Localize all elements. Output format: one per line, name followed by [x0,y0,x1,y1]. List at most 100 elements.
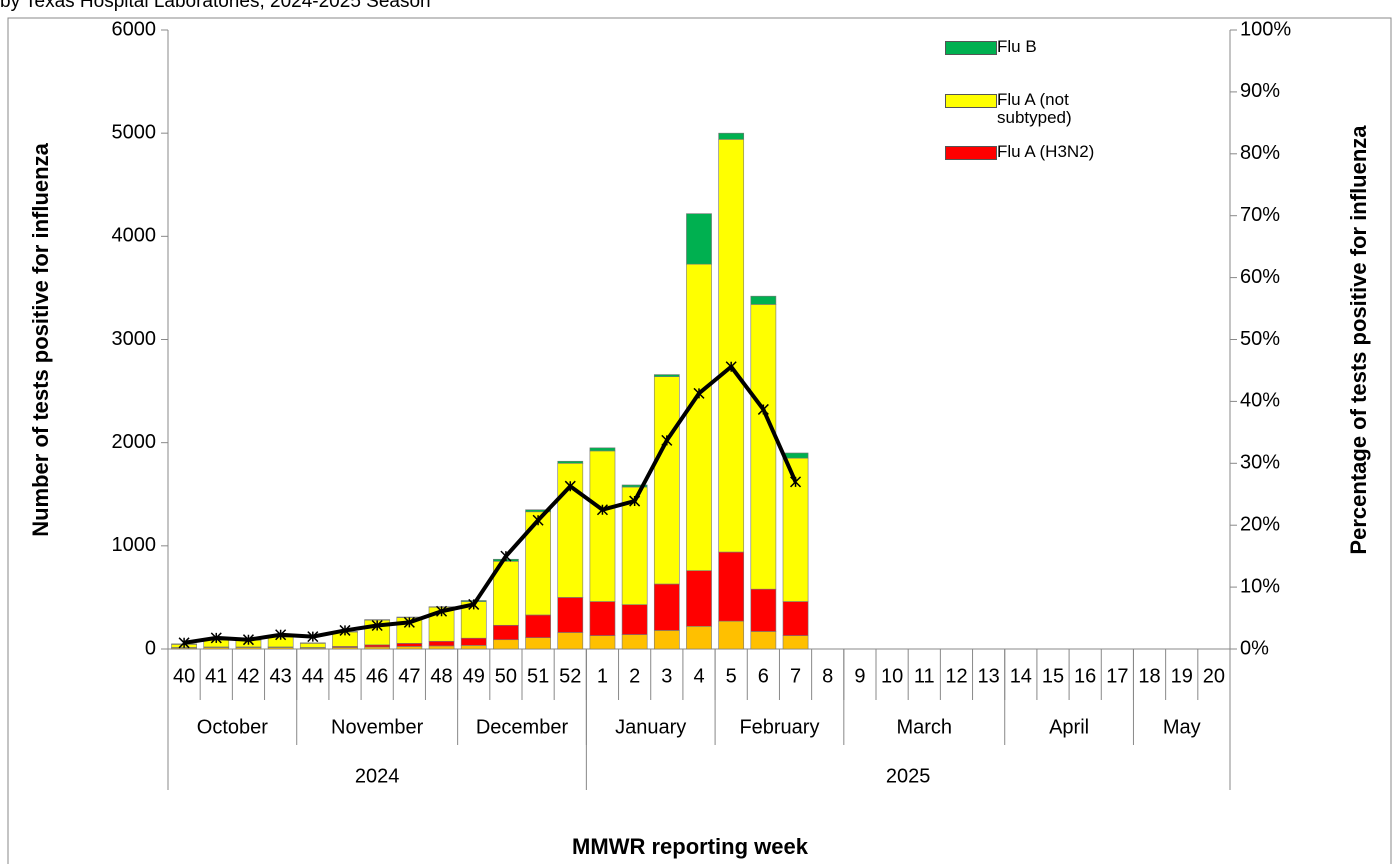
y2-tick-label: 100% [1240,18,1291,40]
bar-segment [525,509,551,513]
bar-segment [653,583,680,631]
bar-segment [396,643,423,647]
y2-axis-title: Percentage of tests positive for influen… [1346,125,1371,555]
line-marker [339,624,351,636]
bar-segment [621,486,648,605]
y2-tick-label: 10% [1240,575,1280,597]
bar-segment [653,374,680,377]
bar-segment [782,635,809,650]
bar-segment [686,213,712,265]
bar-segment [460,637,487,646]
y-tick-label: 5000 [112,121,157,143]
bar-segment [750,588,777,632]
y-tick-label: 6000 [112,18,157,40]
y-tick-label: 4000 [112,225,157,247]
month-label: October [197,716,268,738]
x-tick-label: 13 [978,665,1000,687]
bar-segment [686,263,712,571]
line-marker [242,634,254,646]
x-tick-label: 11 [914,665,935,687]
legend-item: Flu A (H3N2) [945,143,1107,161]
x-tick-label: 41 [205,665,227,687]
line-marker [757,403,769,415]
x-tick-label: 15 [1042,665,1064,687]
legend-swatch [945,41,997,55]
line-marker [178,637,190,649]
legend-item: Flu B [945,38,1107,56]
x-tick-label: 7 [790,665,801,687]
bar-segment [557,632,584,650]
bar-segment [428,645,455,650]
bar-segment [750,631,777,650]
legend-swatch [945,94,997,108]
line-marker [436,605,448,617]
y-tick-label: 3000 [112,328,157,350]
y2-tick-label: 0% [1240,637,1269,659]
bar-segment [621,634,648,650]
bar-segment [686,626,712,650]
x-tick-label: 51 [527,665,549,687]
bar-segment [493,624,519,641]
bar-segment [653,630,680,650]
month-label: April [1049,716,1089,738]
y2-tick-label: 60% [1240,266,1280,288]
y2-tick-label: 80% [1240,142,1280,164]
x-tick-label: 1 [597,665,608,687]
y-axis-title: Number of tests positive for influenza [28,142,53,536]
legend-label: Flu B [997,37,1037,56]
x-tick-label: 43 [270,665,292,687]
bar-segment [364,619,391,621]
bar-segment [525,614,551,638]
x-tick-label: 48 [430,665,452,687]
x-tick-label: 50 [495,665,517,687]
bar-segment [589,447,616,452]
y2-tick-label: 90% [1240,80,1280,102]
legend-item: Flu A (not subtyped) [945,91,1107,127]
bar-segment [364,646,391,650]
x-tick-label: 12 [945,665,967,687]
y2-tick-label: 40% [1240,390,1280,412]
y2-tick-label: 30% [1240,452,1280,474]
bar-segment [396,646,423,650]
legend-label: Flu A (not subtyped) [997,90,1072,127]
line-marker [500,550,512,562]
x-tick-label: 2 [629,665,640,687]
y2-tick-label: 20% [1240,513,1280,535]
x-tick-label: 18 [1138,665,1160,687]
line-marker [371,619,383,632]
line-marker [661,434,673,446]
x-tick-label: 4 [693,665,704,687]
line-series [183,364,798,645]
month-label: March [896,716,952,738]
legend-label: Flu A (H3N2) [997,142,1095,161]
line-marker [307,631,319,643]
line-marker [210,632,222,644]
bar-segment [557,460,584,464]
month-label: January [615,716,686,738]
bar-segment [589,601,616,636]
bar-segment [493,639,519,650]
month-label: November [331,716,424,738]
line-marker [629,495,641,507]
line-marker [725,361,737,373]
month-label: December [476,716,569,738]
chart-subtitle: by Texas Hospital Laboratories, 2024-202… [0,0,431,12]
x-tick-label: 47 [398,665,420,687]
bar-segment [589,450,616,602]
bar-segment [718,551,745,622]
line-marker [403,616,415,628]
x-tick-label: 8 [822,665,833,687]
month-label: February [739,716,819,738]
y2-tick-label: 70% [1240,204,1280,226]
bar-segment [299,642,326,644]
line-marker [693,387,705,399]
legend-swatch [945,146,997,160]
x-tick-label: 14 [1010,665,1032,687]
bar-segment [589,635,616,650]
x-tick-label: 19 [1171,665,1193,687]
x-tick-label: 46 [366,665,388,687]
x-tick-label: 9 [854,665,865,687]
bar-segment [653,376,680,585]
bar-segment [525,637,551,650]
